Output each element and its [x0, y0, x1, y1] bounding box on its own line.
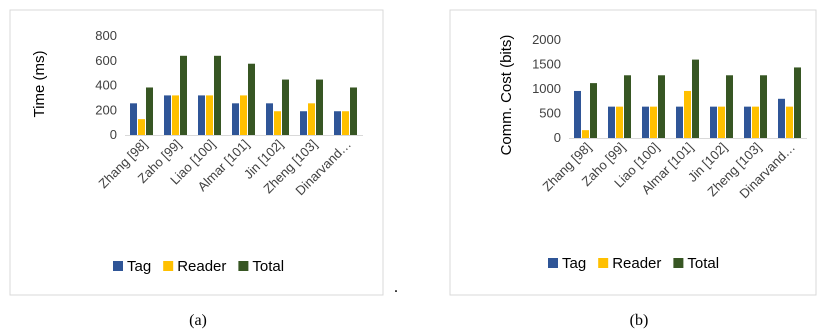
- chart-b-y-tick-label: 500: [539, 106, 561, 121]
- chart-b-bar-tag: [676, 106, 683, 138]
- chart-b-bar-tag: [710, 106, 717, 138]
- chart-a-bar-total: [248, 63, 255, 135]
- chart-b-legend-swatch-tag: [548, 258, 558, 268]
- chart-a-legend-label-total: Total: [252, 258, 284, 275]
- chart-a-bar-tag: [198, 95, 205, 135]
- chart-a-y-tick-label: 0: [110, 127, 117, 142]
- chart-b-legend-label-tag: Tag: [562, 255, 586, 272]
- chart-b-frame: [449, 9, 817, 296]
- chart-b-bar-reader: [684, 90, 691, 138]
- chart-b-y-tick-label: 0: [554, 130, 561, 145]
- chart-a-bar-tag: [130, 103, 137, 135]
- chart-a-legend-label-reader: Reader: [177, 258, 226, 275]
- chart-b-bar-total: [624, 75, 631, 138]
- chart-a-bar-reader: [172, 95, 179, 135]
- chart-a-legend-label-tag: Tag: [127, 258, 151, 275]
- chart-b-bar-reader: [718, 106, 725, 138]
- chart-a-legend: Tag Reader Total: [113, 258, 284, 275]
- chart-a-y-tick-label: 600: [95, 53, 117, 68]
- chart-a-bar-reader: [342, 111, 349, 135]
- chart-b-bar-reader: [786, 106, 793, 138]
- chart-a-bar-reader: [138, 119, 145, 135]
- chart-a-bar-total: [316, 79, 323, 135]
- chart-a-caption: (a): [189, 312, 207, 329]
- chart-a-bar-total: [180, 55, 187, 135]
- chart-a-bar-reader: [308, 103, 315, 135]
- chart-a-y-tick-label: 200: [95, 102, 117, 117]
- chart-b-bar-total: [658, 75, 665, 138]
- chart-b-bar-total: [760, 75, 767, 138]
- chart-b-y-axis-label: Comm. Cost (bits): [498, 35, 515, 156]
- chart-a-bar-reader: [274, 111, 281, 135]
- chart-a-bar-tag: [164, 95, 171, 135]
- chart-a-bar-reader: [240, 95, 247, 135]
- chart-b-bar-reader: [582, 130, 589, 138]
- chart-a-legend-swatch-reader: [163, 261, 174, 271]
- chart-b-legend-swatch-total: [673, 258, 684, 268]
- chart-b-bar-tag: [574, 90, 581, 138]
- chart-a-bar-total: [146, 87, 153, 135]
- chart-b-bar-tag: [642, 106, 649, 138]
- chart-b-bar-reader: [616, 106, 623, 138]
- chart-b-bar-tag: [778, 98, 785, 138]
- chart-b-bar-total: [726, 75, 733, 138]
- chart-b-caption: (b): [630, 312, 649, 329]
- chart-a-bar-total: [350, 87, 357, 135]
- separator-mark: .: [394, 279, 398, 296]
- chart-b-bar-tag: [608, 106, 615, 138]
- chart-a-bar-reader: [206, 95, 213, 135]
- chart-b-y-tick-label: 1500: [532, 57, 561, 72]
- chart-a-bar-tag: [266, 103, 273, 135]
- chart-b-bar-reader: [752, 106, 759, 138]
- chart-b-y-tick-label: 2000: [532, 32, 561, 47]
- chart-b-bar-reader: [650, 106, 657, 138]
- chart-b-bar-total: [692, 59, 699, 138]
- chart-a-frame: [9, 9, 384, 296]
- chart-a-legend-swatch-total: [238, 261, 249, 271]
- chart-a-bar-tag: [232, 103, 239, 135]
- chart-b-bar-total: [794, 67, 801, 138]
- chart-a-legend-swatch-tag: [113, 261, 123, 271]
- chart-b-bar-tag: [744, 106, 751, 138]
- chart-b-legend-swatch-reader: [598, 258, 609, 268]
- chart-a-y-axis-label: Time (ms): [31, 51, 48, 118]
- chart-a-bar-total: [282, 79, 289, 135]
- chart-b-legend-label-reader: Reader: [612, 255, 661, 272]
- chart-a-bar-tag: [334, 111, 341, 135]
- chart-b-bar-total: [590, 83, 597, 138]
- chart-a-y-tick-label: 400: [95, 78, 117, 93]
- chart-b-legend-label-total: Total: [687, 255, 719, 272]
- chart-a-bar-total: [214, 55, 221, 135]
- chart-b-y-tick-label: 1000: [532, 81, 561, 96]
- chart-b-legend: Tag Reader Total: [548, 255, 719, 272]
- chart-a-y-tick-label: 800: [95, 28, 117, 43]
- chart-a-bar-tag: [300, 111, 307, 135]
